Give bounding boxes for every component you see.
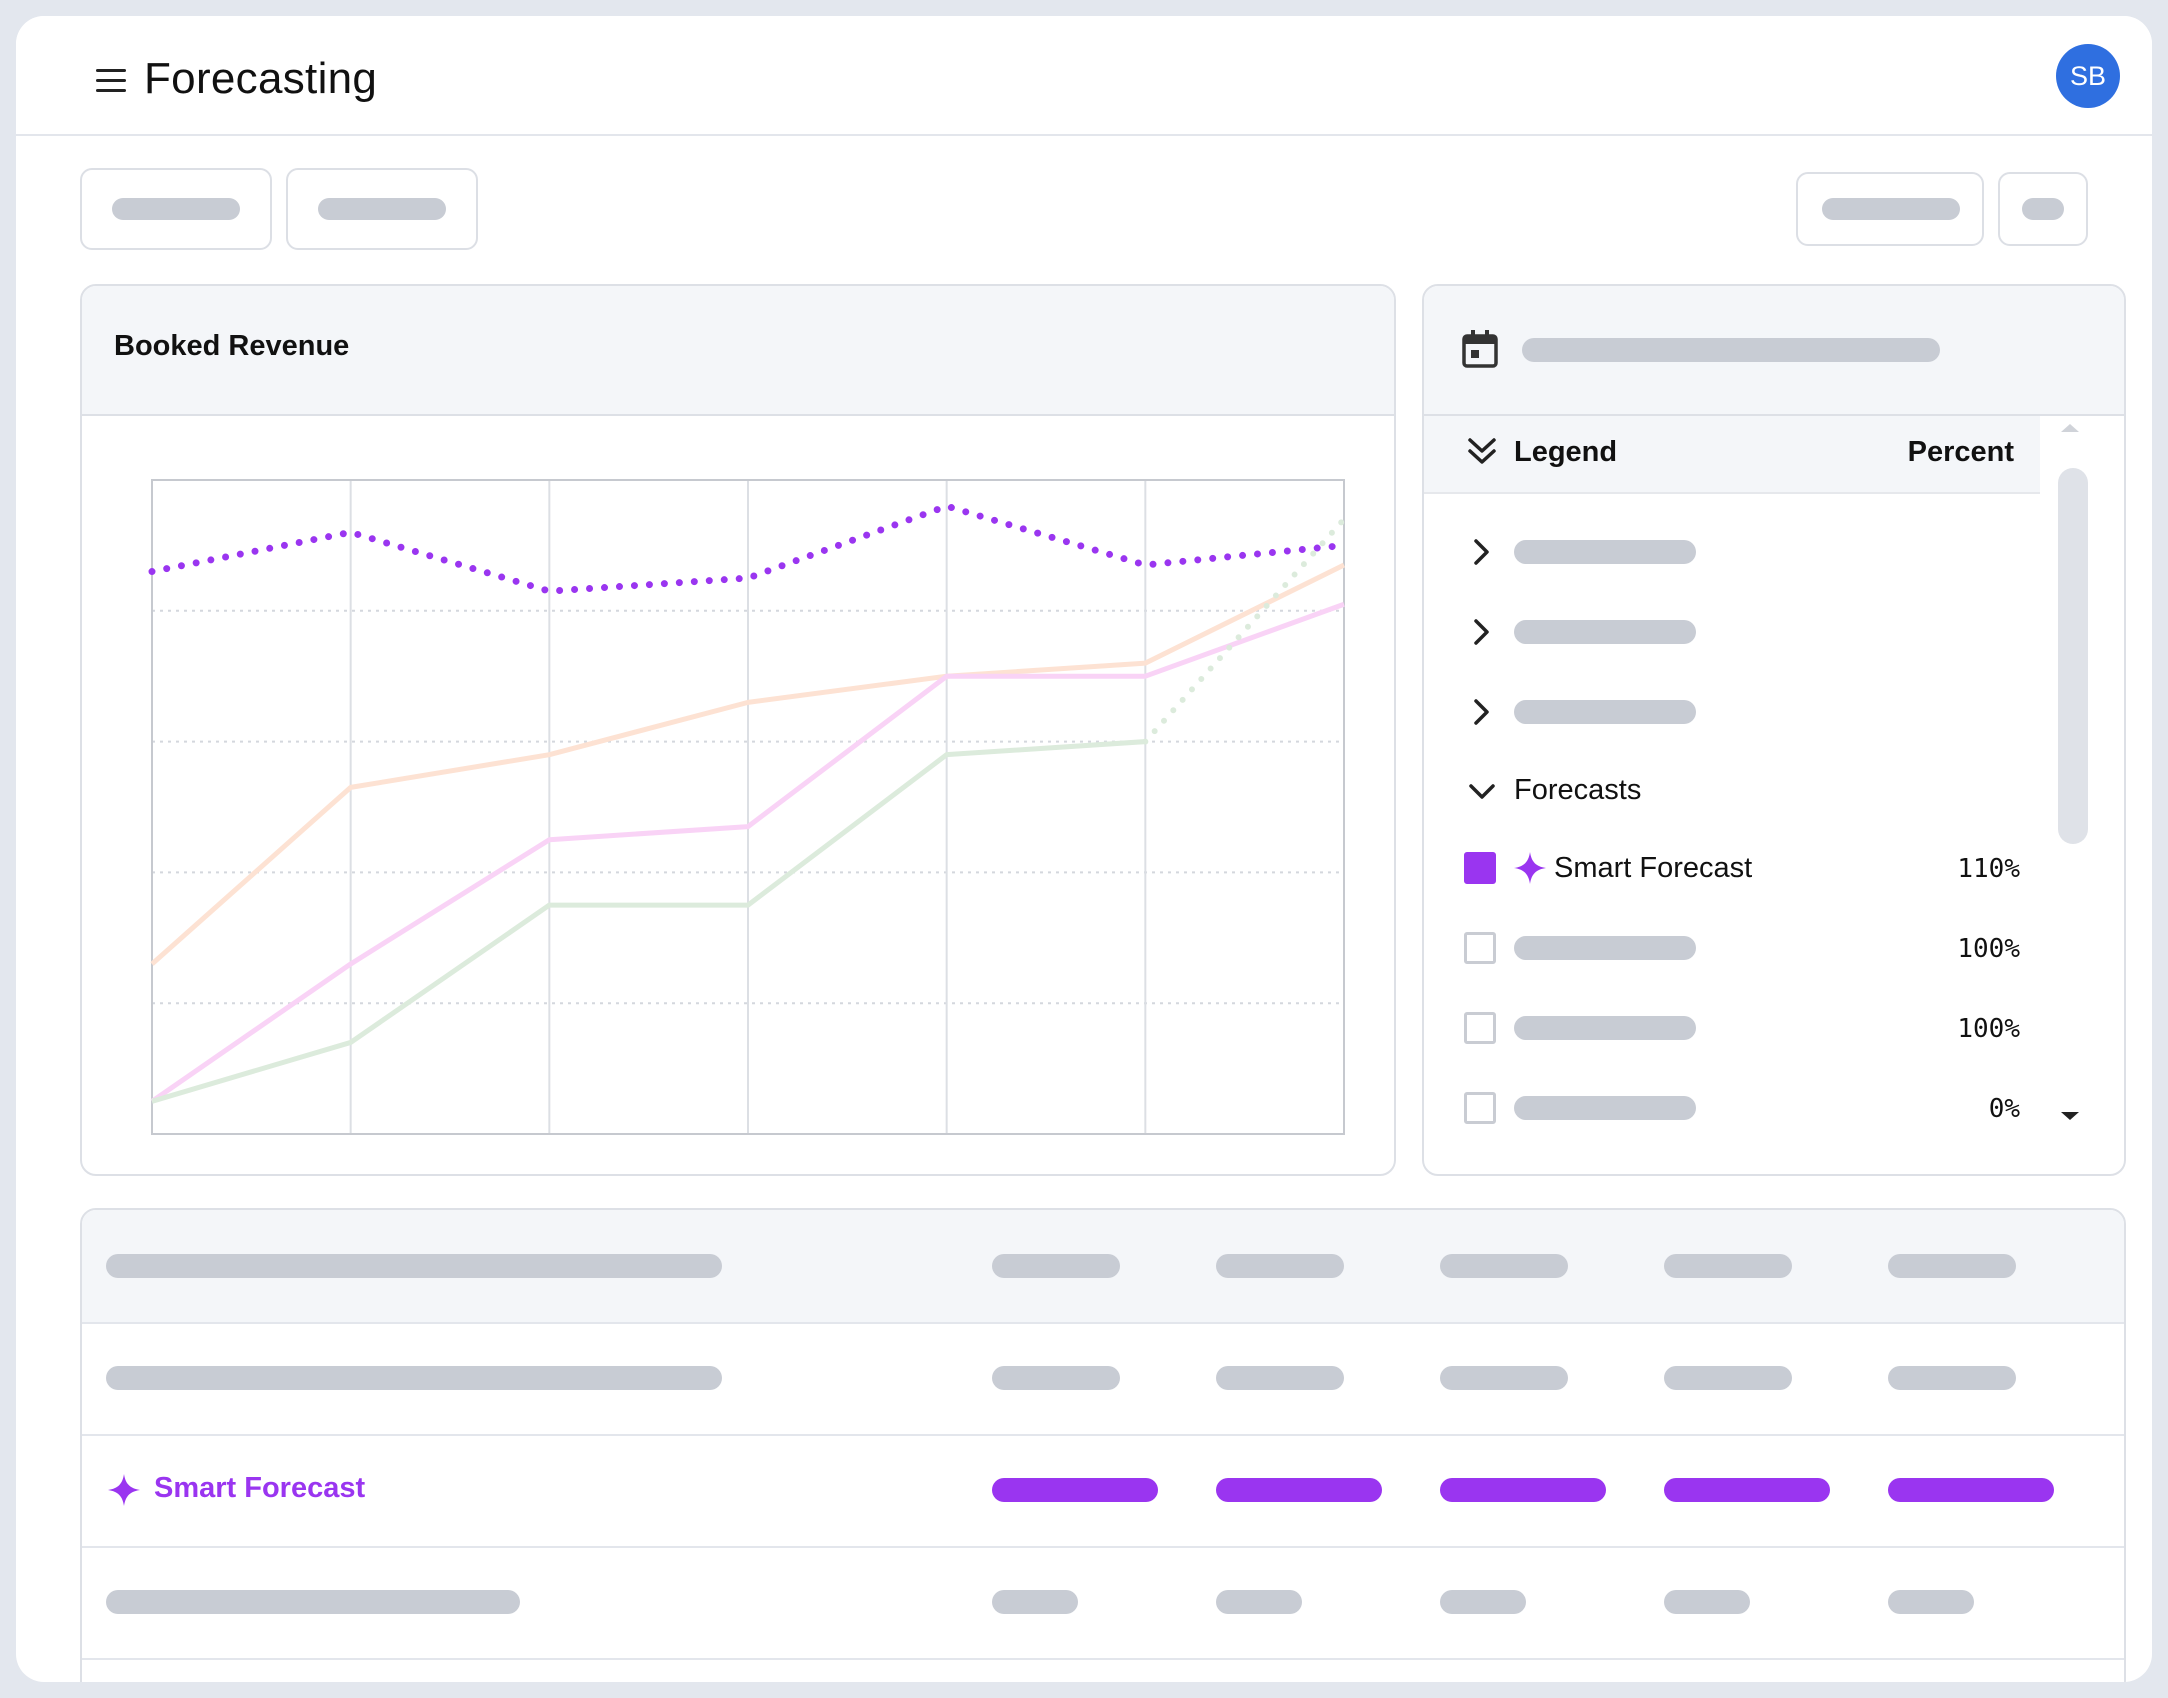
value-bar <box>1440 1478 1606 1502</box>
booked-revenue-chart <box>148 479 1348 1135</box>
placeholder-bar <box>1440 1254 1568 1278</box>
placeholder-bar <box>106 1254 722 1278</box>
legend-item-placeholder <box>1514 1016 1696 1040</box>
placeholder-bar <box>318 198 446 220</box>
placeholder-bar <box>1216 1366 1344 1390</box>
placeholder-bar <box>2022 198 2064 220</box>
value-bar <box>1664 1478 1830 1502</box>
series-projection-3 <box>1142 516 1347 745</box>
filter-button-2[interactable] <box>286 168 478 250</box>
legend-checkbox[interactable] <box>1464 1092 1496 1124</box>
placeholder-bar <box>1664 1254 1792 1278</box>
card-title: Booked Revenue <box>114 330 350 362</box>
legend-item-placeholder <box>1514 936 1696 960</box>
legend-item-percent: 100% <box>1957 1014 2020 1044</box>
card-header: Booked Revenue <box>82 286 1394 416</box>
top-bar: Forecasting SB <box>16 16 2152 136</box>
legend-header: Legend Percent <box>1424 416 2040 494</box>
series-line-1 <box>150 562 1346 966</box>
placeholder-bar <box>106 1590 520 1614</box>
legend-item-label: Smart Forecast <box>1554 852 1753 884</box>
placeholder-bar <box>1440 1590 1526 1614</box>
legend-group-placeholder <box>1514 540 1696 564</box>
percent-header-label: Percent <box>1907 436 2014 468</box>
table-row[interactable] <box>82 1322 2124 1436</box>
legend-item-percent: 100% <box>1957 934 2020 964</box>
avatar[interactable]: SB <box>2056 44 2120 108</box>
page-title: Forecasting <box>144 54 378 103</box>
table-row-smart-forecast[interactable]: Smart Forecast <box>82 1434 2124 1548</box>
placeholder-bar <box>992 1366 1120 1390</box>
legend-group-placeholder <box>1514 700 1696 724</box>
series-line-3 <box>151 739 1146 1104</box>
legend-item-percent: 110% <box>1957 854 2020 884</box>
legend-group-forecasts[interactable]: Forecasts <box>1514 774 1642 806</box>
double-chevron-down-icon[interactable] <box>1464 434 1504 474</box>
chevron-down-icon[interactable] <box>1464 774 1504 814</box>
legend-header-label: Legend <box>1514 436 1618 468</box>
chevron-right-icon[interactable] <box>1464 614 1504 654</box>
action-button[interactable] <box>1796 172 1984 246</box>
placeholder-bar <box>992 1590 1078 1614</box>
booked-revenue-card: Booked Revenue <box>80 284 1396 1176</box>
placeholder-bar <box>1440 1366 1568 1390</box>
placeholder-bar <box>1664 1590 1750 1614</box>
plot-area-border <box>151 479 1345 1135</box>
series-line-2 <box>150 601 1345 1104</box>
sparkle-icon <box>1512 850 1548 886</box>
placeholder-bar <box>1888 1254 2016 1278</box>
chevron-right-icon[interactable] <box>1464 534 1504 574</box>
placeholder-bar <box>1822 198 1960 220</box>
sparkle-icon <box>106 1472 142 1508</box>
calendar-icon[interactable] <box>1460 328 1500 368</box>
chevron-right-icon[interactable] <box>1464 694 1504 734</box>
value-bar <box>1216 1478 1382 1502</box>
placeholder-bar <box>1888 1590 1974 1614</box>
date-range-header <box>1424 286 2124 416</box>
hamburger-icon[interactable] <box>80 60 128 100</box>
table-header-row <box>82 1210 2124 1324</box>
forecast-table: Smart Forecast <box>80 1208 2126 1682</box>
legend-scrollbar[interactable] <box>2050 422 2090 1122</box>
legend-group-placeholder <box>1514 620 1696 644</box>
placeholder-bar <box>112 198 240 220</box>
placeholder-bar <box>1216 1254 1344 1278</box>
date-range-placeholder <box>1522 338 1940 362</box>
smart-forecast-row-label: Smart Forecast <box>154 1472 366 1504</box>
legend-checkbox[interactable] <box>1464 1012 1496 1044</box>
small-action-button[interactable] <box>1998 172 2088 246</box>
legend-item-placeholder <box>1514 1096 1696 1120</box>
legend-checkbox[interactable] <box>1464 932 1496 964</box>
scrollbar-thumb[interactable] <box>2058 468 2088 844</box>
value-bar <box>1888 1478 2054 1502</box>
placeholder-bar <box>1664 1366 1792 1390</box>
placeholder-bar <box>992 1254 1120 1278</box>
placeholder-bar <box>106 1366 722 1390</box>
placeholder-bar <box>1888 1366 2016 1390</box>
placeholder-bar <box>1216 1590 1302 1614</box>
filter-button-1[interactable] <box>80 168 272 250</box>
value-bar <box>992 1478 1158 1502</box>
table-row[interactable] <box>82 1546 2124 1660</box>
legend-checkbox-smart-forecast[interactable] <box>1464 852 1496 884</box>
legend-item-percent: 0% <box>1988 1094 2020 1124</box>
app-window: Forecasting SB Booked Revenue <box>16 16 2152 1682</box>
legend-panel: Legend Percent Forecasts Smart Forecast … <box>1422 284 2126 1176</box>
